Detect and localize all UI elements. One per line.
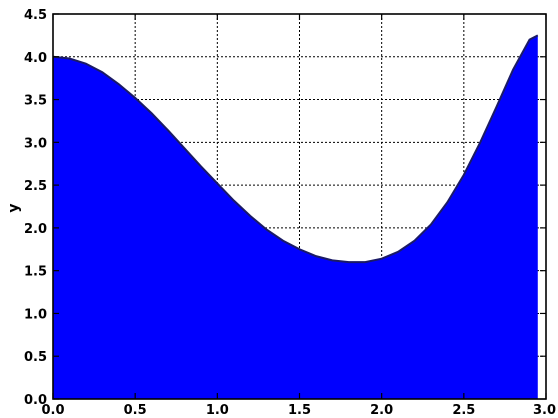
- y-axis-label: y: [6, 203, 22, 212]
- x-tick-label: 0.5: [124, 403, 147, 418]
- y-tick-label: 3.0: [24, 136, 47, 151]
- y-tick-label: 4.5: [24, 8, 47, 23]
- y-tick-label: 0.5: [24, 350, 47, 365]
- y-tick-label: 2.0: [24, 222, 47, 237]
- x-tick-label: 0.0: [41, 403, 64, 418]
- y-tick-label: 1.0: [24, 307, 47, 322]
- x-tick-label: 2.0: [370, 403, 393, 418]
- tick-labels: 0.0 0.5 1.0 1.5 2.0 2.5 3.0 0.0 0.5 1.0 1.5 2.0 2.5 3…: [24, 8, 556, 418]
- y-tick-label: 3.5: [24, 94, 47, 109]
- area-series: [52, 34, 539, 400]
- y-tick-label: 0.0: [24, 393, 47, 408]
- x-tick-label: 3.0: [533, 403, 556, 418]
- x-tick-label: 2.5: [452, 403, 475, 418]
- y-tick-label: 2.5: [24, 179, 47, 194]
- area-fill: [53, 35, 538, 400]
- y-tick-label: 4.0: [24, 51, 47, 66]
- series-line: [52, 34, 539, 264]
- x-tick-label: 1.5: [288, 403, 311, 418]
- x-tick-label: 1.0: [206, 403, 229, 418]
- y-tick-label: 1.5: [24, 265, 47, 280]
- plot-frame: [52, 13, 547, 400]
